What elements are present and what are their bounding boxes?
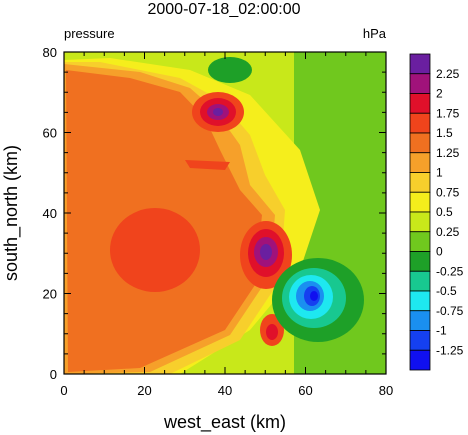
colorbar-label: 0.5 [436, 205, 453, 219]
units-label: hPa [363, 26, 387, 41]
x-tick-label: 20 [137, 383, 151, 398]
colorbar-swatch [409, 211, 431, 233]
colorbar-swatch [409, 330, 431, 351]
colorbar-swatch [409, 132, 431, 154]
x-tick-label: 0 [60, 383, 67, 398]
x-axis-label: west_east (km) [163, 412, 286, 433]
colorbar-swatch [409, 251, 431, 272]
left-string: pressure [64, 26, 115, 41]
colorbar-swatch [409, 231, 431, 252]
colorbar-label: 0.75 [436, 185, 460, 199]
colorbar-label: -1.25 [436, 343, 464, 357]
colorbar-label: -0.75 [436, 304, 464, 318]
colorbar-swatch [409, 152, 431, 173]
colorbar-swatch [409, 112, 431, 134]
x-tick-label: 60 [298, 383, 312, 398]
colorbar: 2.25 2 1.75 1.5 1.25 1 0.75 0.5 0.25 0 -0.25 -0.5 -0… [409, 53, 464, 371]
y-axis-label: south_north (km) [1, 145, 22, 281]
colorbar-swatch [409, 290, 431, 312]
colorbar-label: 2 [436, 87, 443, 101]
colorbar-label: 1.75 [436, 106, 460, 120]
colorbar-label: 0.25 [436, 225, 460, 239]
south-max-c2 [266, 324, 278, 340]
colorbar-label: 1.25 [436, 146, 460, 160]
plot-area: 0 20 40 60 80 0 20 40 60 80 [43, 45, 394, 398]
colorbar-swatch [409, 73, 431, 94]
colorbar-label: -1 [436, 324, 447, 338]
colorbar-label: 1 [436, 166, 443, 180]
x-tick-label: 80 [379, 383, 393, 398]
y-tick-label: 60 [43, 126, 57, 141]
chart-title: 2000-07-18_02:00:00 [147, 1, 300, 18]
band-feature [185, 160, 230, 170]
green-patch [208, 57, 252, 83]
colorbar-swatch [409, 53, 431, 75]
x-axis-ticks: 0 20 40 60 80 [60, 52, 393, 398]
y-tick-label: 0 [50, 367, 57, 382]
colorbar-swatch [409, 191, 431, 213]
colorbar-swatch [409, 93, 431, 114]
north-max-c4 [213, 108, 223, 116]
central-max-c4 [260, 244, 272, 260]
colorbar-swatch [409, 349, 431, 371]
colorbar-label: 1.5 [436, 126, 453, 140]
colorbar-swatch [409, 172, 431, 193]
colorbar-swatch [409, 270, 431, 292]
colorbar-label: 2.25 [436, 67, 460, 81]
colorbar-label: -0.5 [436, 284, 457, 298]
colorbar-label: 0 [436, 245, 443, 259]
colorbar-swatch [409, 310, 431, 331]
y-tick-label: 20 [43, 287, 57, 302]
y-tick-label: 80 [43, 45, 57, 60]
y-tick-label: 40 [43, 206, 57, 221]
western-core [110, 208, 200, 292]
minimum-c6 [310, 291, 318, 301]
colorbar-label: -0.25 [436, 264, 464, 278]
x-tick-label: 40 [218, 383, 232, 398]
y-axis-ticks: 0 20 40 60 80 [43, 45, 386, 382]
